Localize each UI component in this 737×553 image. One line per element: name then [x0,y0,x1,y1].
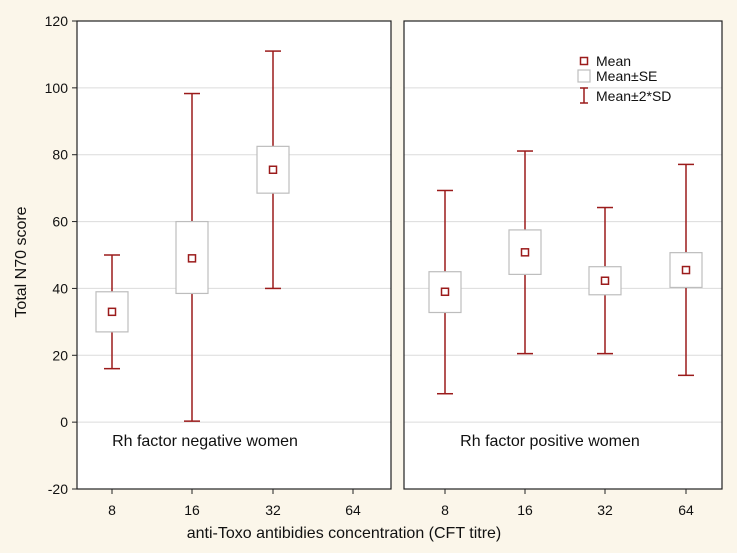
x-axis-title: anti-Toxo antibidies concentration (CFT … [187,525,502,542]
panel-caption: Rh factor positive women [460,433,640,450]
y-tick-label: 60 [52,214,68,230]
panel-frame [76,20,392,490]
y-tick-label: 20 [52,347,68,363]
x-tick-label: 64 [678,502,694,518]
mean-marker [681,265,691,275]
panel-frame [403,20,723,490]
x-tick-label: 8 [441,502,449,518]
plot-panel-1 [77,21,391,489]
mean-marker [268,165,278,175]
legend-mean-marker [579,56,589,66]
y-tick-label: 40 [52,280,68,296]
y-tick-label: 120 [45,13,69,29]
mean-marker [187,254,197,263]
x-tick-label: 16 [184,502,200,518]
y-tick-label: 80 [52,147,68,163]
x-tick-label: 32 [265,502,281,518]
y-axis-title: Total N70 score [13,206,30,317]
plot-panel-2 [404,21,722,489]
y-tick-label: 0 [60,414,68,430]
x-tick-label: 32 [597,502,613,518]
mean-marker [600,276,610,285]
x-tick-label: 8 [108,502,116,518]
legend-se-label: Mean±SE [596,68,657,84]
mean-marker [440,287,450,297]
x-tick-label: 64 [345,502,361,518]
legend-se-box [577,69,591,83]
panel-caption: Rh factor negative women [112,433,298,450]
mean-marker [107,307,117,317]
y-tick-label: 100 [45,80,69,96]
legend-sd-label: Mean±2*SD [596,88,671,104]
legend-mean-label: Mean [596,53,631,69]
y-tick-label: -20 [48,481,68,497]
x-tick-label: 16 [517,502,533,518]
mean-marker [520,248,530,257]
